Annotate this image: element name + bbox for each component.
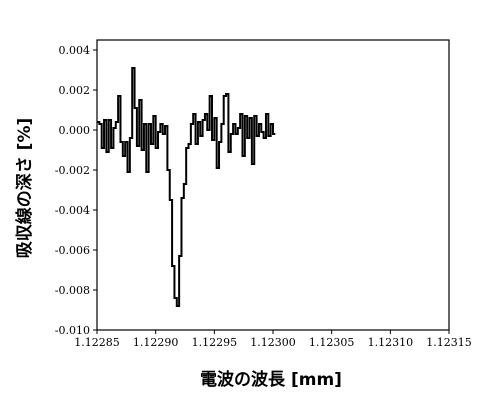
x-tick-label: 1.12305 — [309, 336, 355, 349]
y-tick-label: -0.002 — [55, 164, 90, 177]
y-tick-label: 0.000 — [59, 124, 91, 137]
y-tick-label: -0.008 — [55, 284, 90, 297]
y-tick-label: -0.006 — [55, 244, 90, 257]
x-tick-label: 1.12285 — [74, 336, 120, 349]
y-tick-label: -0.010 — [55, 324, 90, 337]
y-axis-label: 吸収線の深さ [%] — [14, 118, 35, 259]
spectrum-step-line — [97, 67, 276, 307]
axes-frame — [96, 39, 450, 331]
x-tick-label: 1.12295 — [192, 336, 238, 349]
axis-ticks: 1.12285 1.12290 1.12295 1.12300 1.12305 1.123… — [55, 44, 472, 349]
y-tick-label: 0.002 — [59, 84, 91, 97]
plot-area — [96, 39, 450, 331]
y-tick-label: 0.004 — [59, 44, 91, 57]
x-tick-label: 1.12300 — [250, 336, 296, 349]
y-tick-label: -0.004 — [55, 204, 90, 217]
x-tick-label: 1.12315 — [426, 336, 472, 349]
x-tick-label: 1.12310 — [368, 336, 414, 349]
x-tick-label: 1.12290 — [133, 336, 179, 349]
x-axis-label: 電波の波長 [mm] — [200, 369, 342, 390]
